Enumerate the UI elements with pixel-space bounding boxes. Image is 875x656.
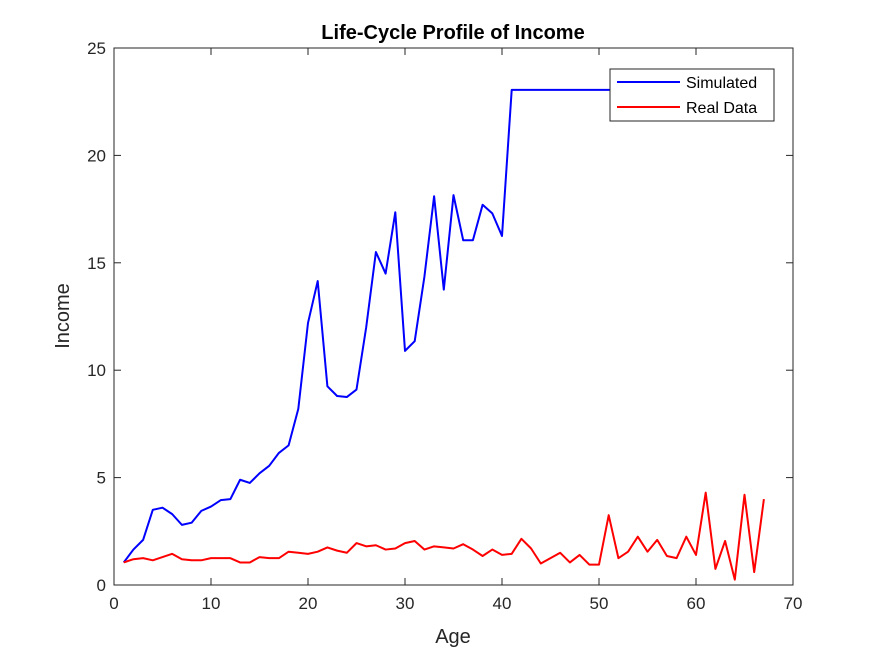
x-tick-label: 60 (687, 594, 706, 613)
series-line-simulated (122, 88, 658, 564)
x-tick-label: 50 (590, 594, 609, 613)
y-tick-label: 15 (87, 254, 106, 273)
legend-label-real-data: Real Data (686, 100, 757, 117)
y-axis-label: Income (52, 283, 74, 349)
x-axis-label: Age (435, 626, 471, 648)
x-tick-label: 30 (396, 594, 415, 613)
x-tick-label: 0 (109, 594, 118, 613)
axes-box (113, 47, 794, 586)
y-tick-label: 20 (87, 146, 106, 165)
plot-area (114, 48, 793, 585)
x-tick-label: 10 (202, 594, 221, 613)
x-tick-label: 20 (299, 594, 318, 613)
y-tick-label: 10 (87, 361, 106, 380)
y-tick-label: 25 (87, 39, 106, 58)
chart-title: Life-Cycle Profile of Income (321, 22, 584, 44)
series-layer (122, 88, 765, 581)
series-line-real-data (123, 491, 765, 581)
x-tick-label: 70 (784, 594, 803, 613)
y-tick-label: 5 (97, 469, 106, 488)
x-tick-label: 40 (493, 594, 512, 613)
ticks-layer: 0 10 20 30 40 50 60 70 0 5 10 15 20 25 (87, 39, 802, 613)
legend: Simulated Real Data (609, 68, 775, 122)
y-tick-label: 0 (97, 576, 106, 595)
legend-label-simulated: Simulated (686, 75, 757, 92)
legend-box (609, 68, 775, 122)
